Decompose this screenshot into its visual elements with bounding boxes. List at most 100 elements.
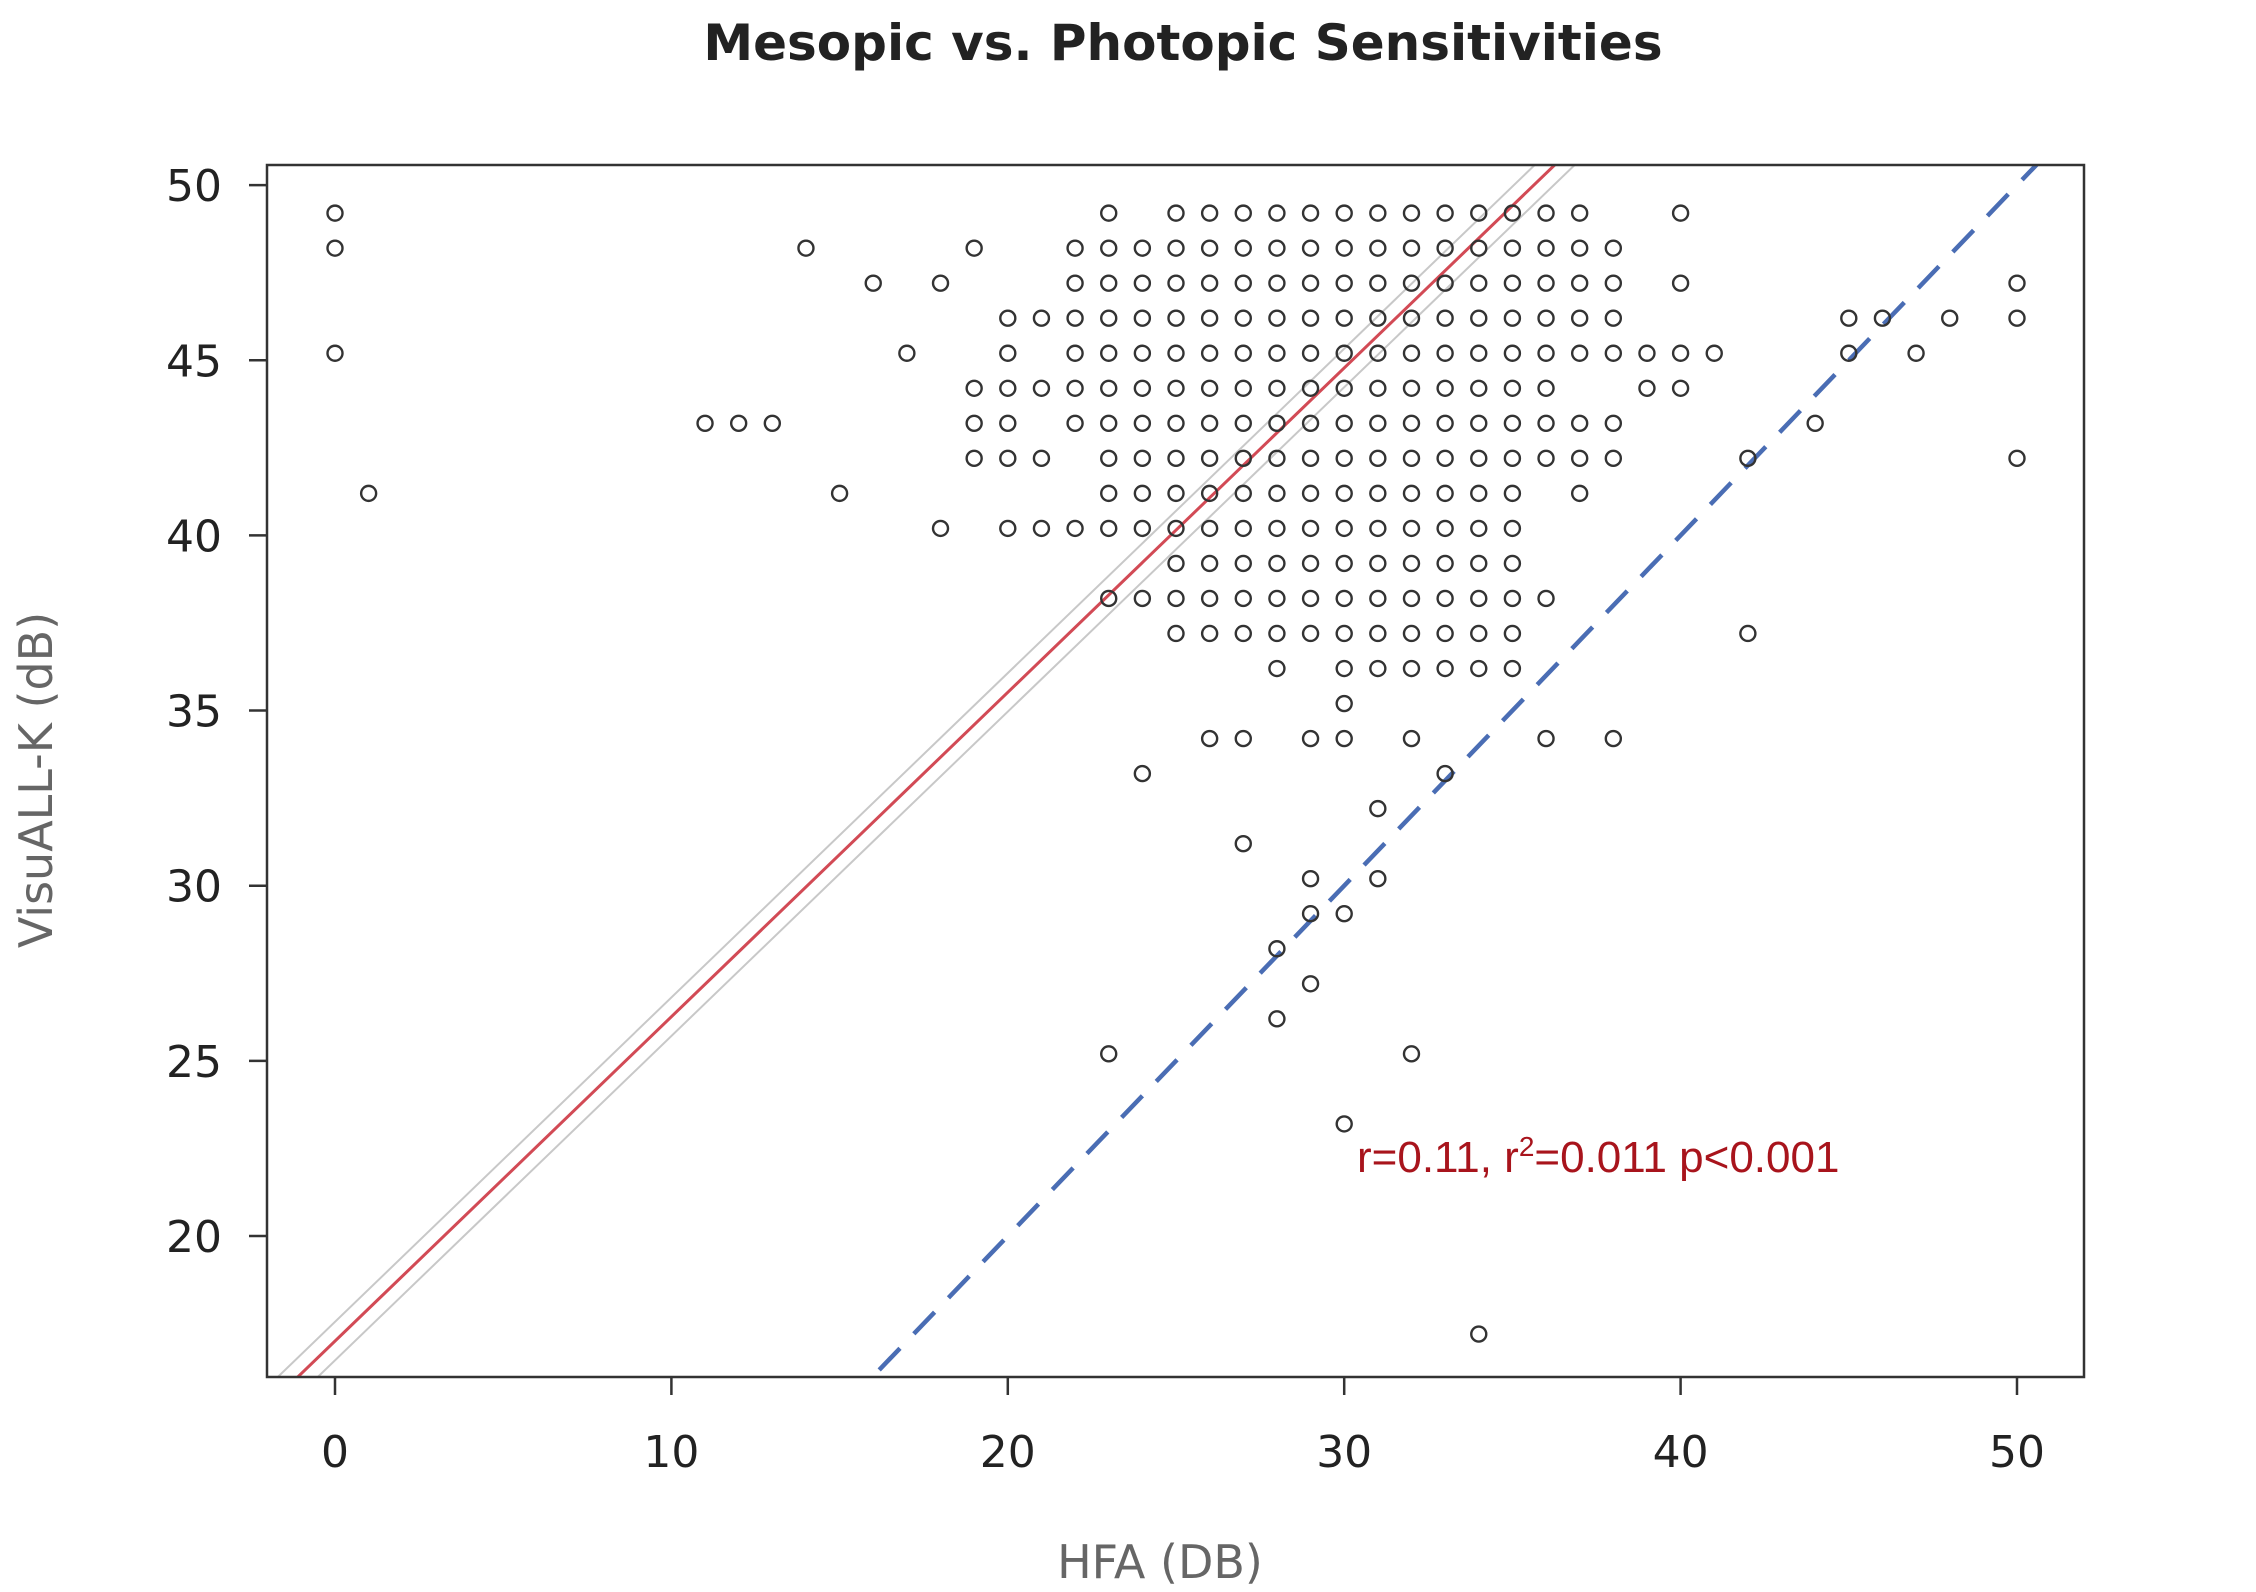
data-point <box>999 519 1017 538</box>
data-point <box>1402 379 1421 397</box>
data-point <box>1907 344 1925 362</box>
data-point <box>1301 554 1320 573</box>
data-point <box>1133 589 1152 608</box>
data-point <box>1604 414 1623 433</box>
confidence-band-lower <box>316 165 1577 1377</box>
data-point <box>1369 799 1387 818</box>
data-point <box>1200 274 1219 292</box>
data-point <box>898 344 916 362</box>
data-point <box>1604 449 1623 468</box>
data-point <box>1032 379 1051 397</box>
data-point <box>1335 694 1353 713</box>
data-point <box>1537 204 1555 222</box>
data-point <box>1402 239 1421 257</box>
data-point <box>1167 624 1185 643</box>
axes: 0 10 20 30 40 50 20 25 30 35 40 45 50 <box>166 161 2086 1478</box>
data-point <box>1100 519 1118 538</box>
data-point <box>1167 554 1185 573</box>
data-point <box>1268 309 1286 327</box>
data-point <box>1436 274 1454 292</box>
plot-area <box>276 165 2040 1377</box>
data-point <box>1436 239 1454 257</box>
y-tick-label: 30 <box>166 862 222 913</box>
data-point <box>1167 519 1185 538</box>
data-point <box>1503 379 1522 397</box>
data-point <box>1369 484 1387 503</box>
data-point <box>1503 309 1522 327</box>
data-point <box>1671 379 1690 397</box>
data-point <box>1638 379 1656 397</box>
data-point <box>1402 414 1421 433</box>
data-point <box>1301 274 1320 292</box>
data-point <box>1100 309 1118 327</box>
data-point <box>1436 554 1454 573</box>
plot-frame <box>265 163 2086 1379</box>
data-point <box>1301 484 1320 503</box>
data-point <box>1301 414 1320 433</box>
data-point <box>1570 414 1589 433</box>
annotation-part-a: r=0.11, r <box>1357 1133 1519 1182</box>
data-point <box>1066 379 1084 397</box>
data-point <box>326 344 344 362</box>
data-point <box>1503 519 1522 538</box>
data-point <box>1234 834 1252 853</box>
data-point <box>1133 239 1152 257</box>
data-point <box>1470 239 1488 257</box>
data-point <box>1402 1045 1421 1063</box>
data-point <box>1335 344 1353 362</box>
data-point <box>1066 519 1084 538</box>
data-point <box>1369 589 1387 608</box>
y-axis-label: VisuALL-K (dB) <box>9 612 63 948</box>
data-point <box>1705 344 1723 362</box>
data-point <box>1234 239 1252 257</box>
data-point <box>1301 449 1320 468</box>
data-point <box>1301 624 1320 643</box>
data-point <box>1301 905 1320 923</box>
data-point <box>1268 1010 1286 1028</box>
data-point <box>1369 869 1387 888</box>
data-point <box>1335 1115 1353 1133</box>
data-point <box>1200 589 1219 608</box>
data-point <box>1671 274 1690 292</box>
x-tick-label: 30 <box>1316 1427 1372 1478</box>
data-point <box>1335 589 1353 608</box>
data-point <box>1234 309 1252 327</box>
data-point <box>1100 379 1118 397</box>
data-point <box>1436 204 1454 222</box>
data-point <box>1369 624 1387 643</box>
data-point <box>1503 414 1522 433</box>
data-point <box>1100 344 1118 362</box>
data-point <box>1537 309 1555 327</box>
data-point <box>1570 484 1589 503</box>
data-point <box>1301 519 1320 538</box>
data-point <box>1570 204 1589 222</box>
data-point <box>1167 204 1185 222</box>
data-point <box>729 414 748 433</box>
data-point <box>1671 204 1690 222</box>
data-point <box>1335 274 1353 292</box>
data-point <box>1200 414 1219 433</box>
data-point <box>1436 414 1454 433</box>
data-point <box>1470 659 1488 678</box>
data-point <box>1167 449 1185 468</box>
data-point <box>1268 239 1286 257</box>
identity-line <box>869 165 2040 1377</box>
data-point <box>1402 309 1421 327</box>
data-point <box>1436 589 1454 608</box>
data-point <box>1470 379 1488 397</box>
data-point <box>1402 344 1421 362</box>
data-point <box>1200 379 1219 397</box>
data-point <box>1066 239 1084 257</box>
data-point <box>1200 484 1219 503</box>
data-point <box>1268 344 1286 362</box>
data-point <box>1470 624 1488 643</box>
data-point <box>1335 239 1353 257</box>
data-point <box>1470 204 1488 222</box>
data-point <box>1503 204 1522 222</box>
data-point <box>1100 414 1118 433</box>
data-point <box>1133 344 1152 362</box>
data-point <box>1503 344 1522 362</box>
data-point <box>1369 309 1387 327</box>
data-point <box>1369 519 1387 538</box>
